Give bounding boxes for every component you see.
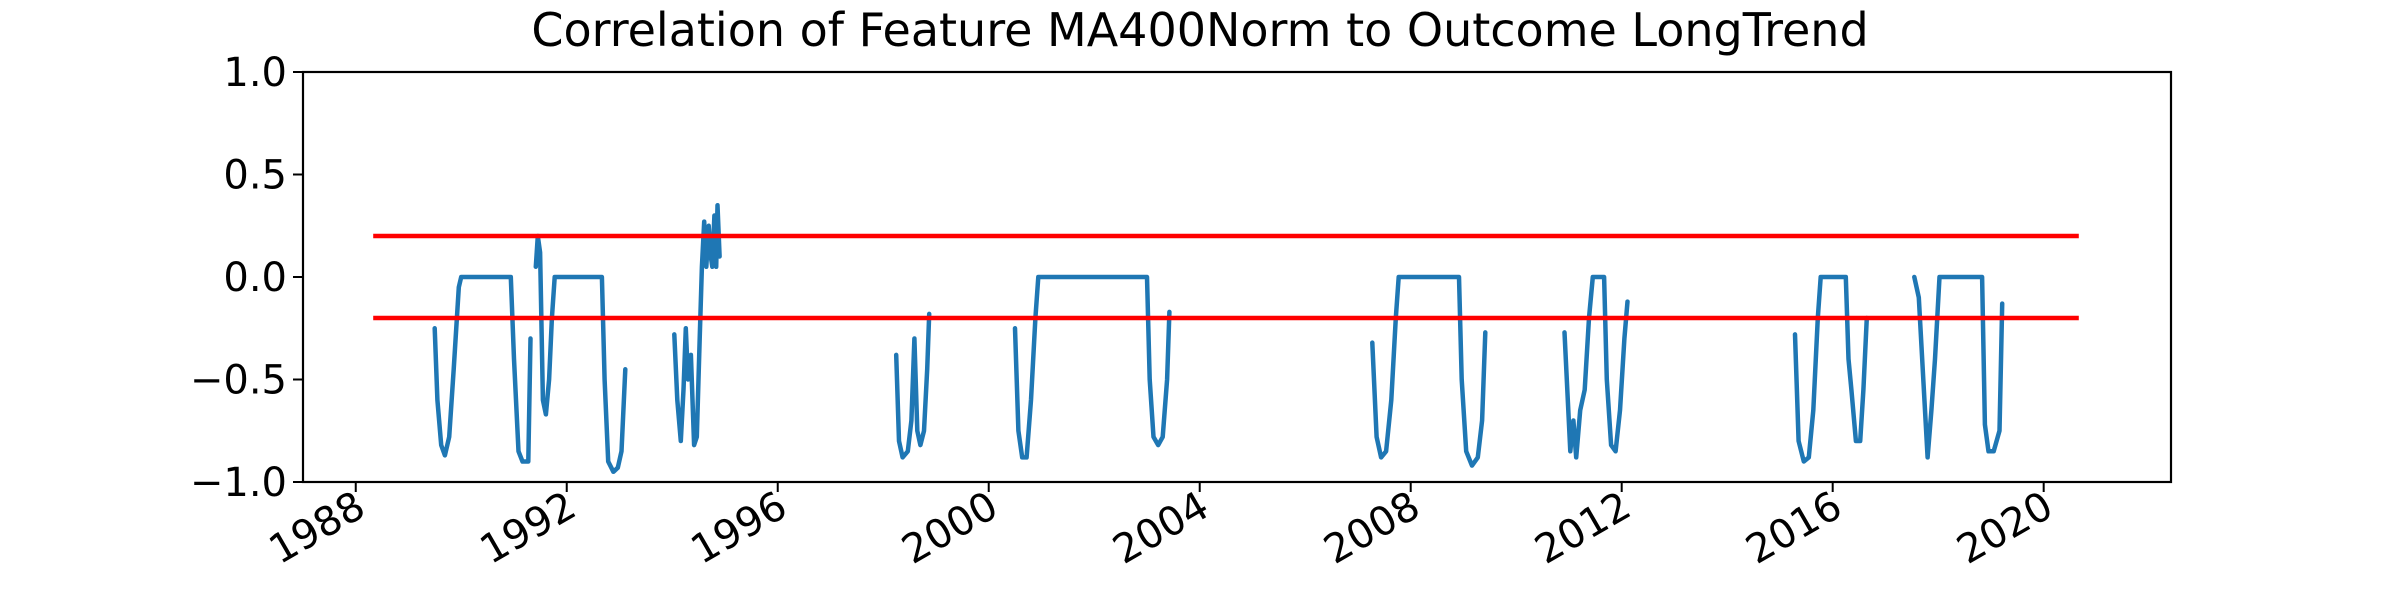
chart-title: Correlation of Feature MA400Norm to Outc… [531,3,1869,57]
series-0-segment-5 [1370,274,1488,468]
x-tick-label: 2016 [1739,483,1850,574]
series-0-segment-7 [1792,274,1870,464]
series-0-segment-2 [672,203,722,448]
y-tick-label: −0.5 [190,358,287,404]
series-0-segment-8 [1912,274,2005,460]
x-tick-label: 2020 [1950,483,2061,574]
series-0-segment-1 [533,233,628,475]
series-0-segment-6 [1562,274,1630,460]
y-tick-label: 0.5 [223,153,287,199]
series-0-segment-3 [893,311,932,460]
y-tick-label: −1.0 [190,460,287,506]
x-tick-label: 2004 [1106,483,1217,574]
x-tick-label: 2008 [1317,483,1428,574]
x-tick-label: 1992 [473,483,584,574]
y-tick-label: 1.0 [223,50,287,96]
series-0-segment-4 [1012,274,1172,460]
y-tick-label: 0.0 [223,255,287,301]
x-tick-label: 2012 [1528,483,1639,574]
x-tick-label: 2000 [895,483,1006,574]
series-0-segment-0 [432,274,533,464]
plot-marks [373,203,2079,475]
x-tick-label: 1996 [684,483,795,574]
